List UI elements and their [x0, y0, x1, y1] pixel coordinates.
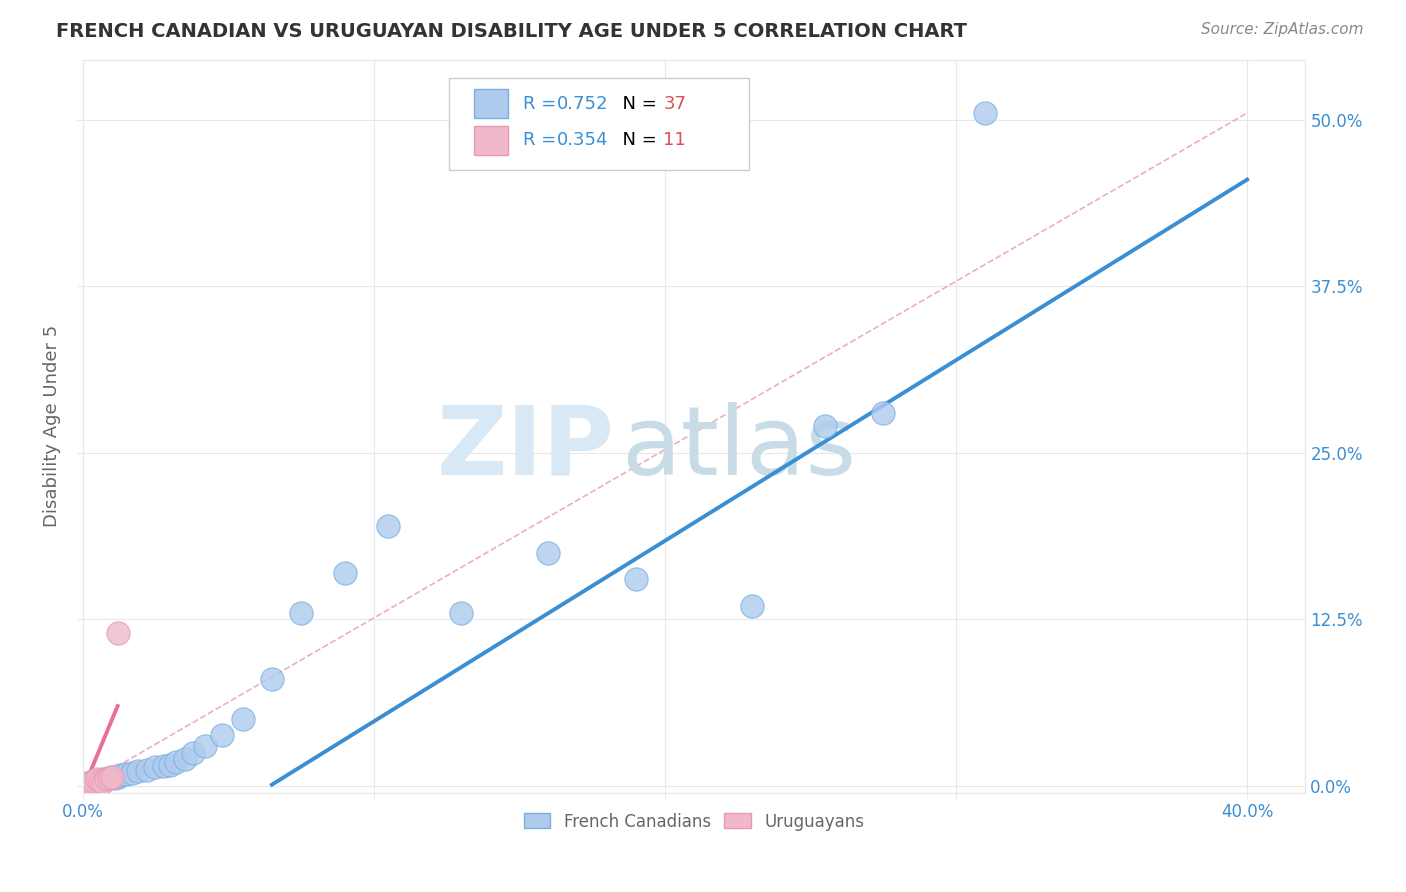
Text: 37: 37 — [664, 95, 686, 112]
Point — [741, 599, 763, 613]
Point — [290, 606, 312, 620]
Point — [153, 759, 176, 773]
Point — [450, 606, 472, 620]
Text: 11: 11 — [664, 131, 686, 149]
Legend: French Canadians, Uruguayans: French Canadians, Uruguayans — [519, 807, 869, 836]
Text: atlas: atlas — [620, 401, 856, 495]
Text: R =: R = — [523, 95, 562, 112]
Point — [377, 519, 399, 533]
Point — [127, 764, 149, 779]
FancyBboxPatch shape — [450, 78, 749, 169]
Point — [181, 746, 204, 760]
Point — [194, 739, 217, 753]
FancyBboxPatch shape — [474, 89, 508, 119]
Y-axis label: Disability Age Under 5: Disability Age Under 5 — [44, 325, 60, 527]
Text: Source: ZipAtlas.com: Source: ZipAtlas.com — [1201, 22, 1364, 37]
Point — [104, 771, 127, 785]
Point — [77, 776, 100, 790]
Point — [115, 767, 138, 781]
Point — [83, 775, 105, 789]
Point — [814, 419, 837, 434]
Text: 0.752: 0.752 — [557, 95, 609, 112]
Point — [872, 406, 894, 420]
Point — [80, 775, 103, 789]
Point — [260, 673, 283, 687]
Point — [159, 757, 181, 772]
Point — [100, 770, 122, 784]
Point — [75, 778, 97, 792]
Point — [75, 778, 97, 792]
Point — [83, 773, 105, 788]
Point — [91, 775, 114, 789]
Point — [80, 775, 103, 789]
Point — [110, 768, 132, 782]
Point — [135, 763, 157, 777]
Point — [173, 752, 195, 766]
Text: N =: N = — [610, 131, 662, 149]
Point — [107, 770, 129, 784]
Point — [107, 625, 129, 640]
Point — [333, 566, 356, 580]
Point — [211, 728, 233, 742]
Point — [91, 772, 114, 787]
Text: FRENCH CANADIAN VS URUGUAYAN DISABILITY AGE UNDER 5 CORRELATION CHART: FRENCH CANADIAN VS URUGUAYAN DISABILITY … — [56, 22, 967, 41]
Point — [97, 771, 120, 785]
Point — [94, 772, 117, 787]
Text: R =: R = — [523, 131, 562, 149]
Point — [145, 760, 167, 774]
Point — [97, 771, 120, 785]
Text: ZIP: ZIP — [437, 401, 614, 495]
Text: N =: N = — [610, 95, 662, 112]
Point — [121, 765, 143, 780]
Point — [537, 546, 560, 560]
Point — [94, 772, 117, 787]
Point — [974, 106, 997, 120]
FancyBboxPatch shape — [474, 126, 508, 155]
Point — [77, 776, 100, 790]
Point — [624, 573, 647, 587]
Point — [165, 755, 187, 769]
Point — [89, 773, 111, 788]
Text: 0.354: 0.354 — [557, 131, 609, 149]
Point — [232, 712, 254, 726]
Point — [86, 773, 108, 788]
Point — [100, 770, 122, 784]
Point — [89, 773, 111, 788]
Point — [86, 772, 108, 787]
